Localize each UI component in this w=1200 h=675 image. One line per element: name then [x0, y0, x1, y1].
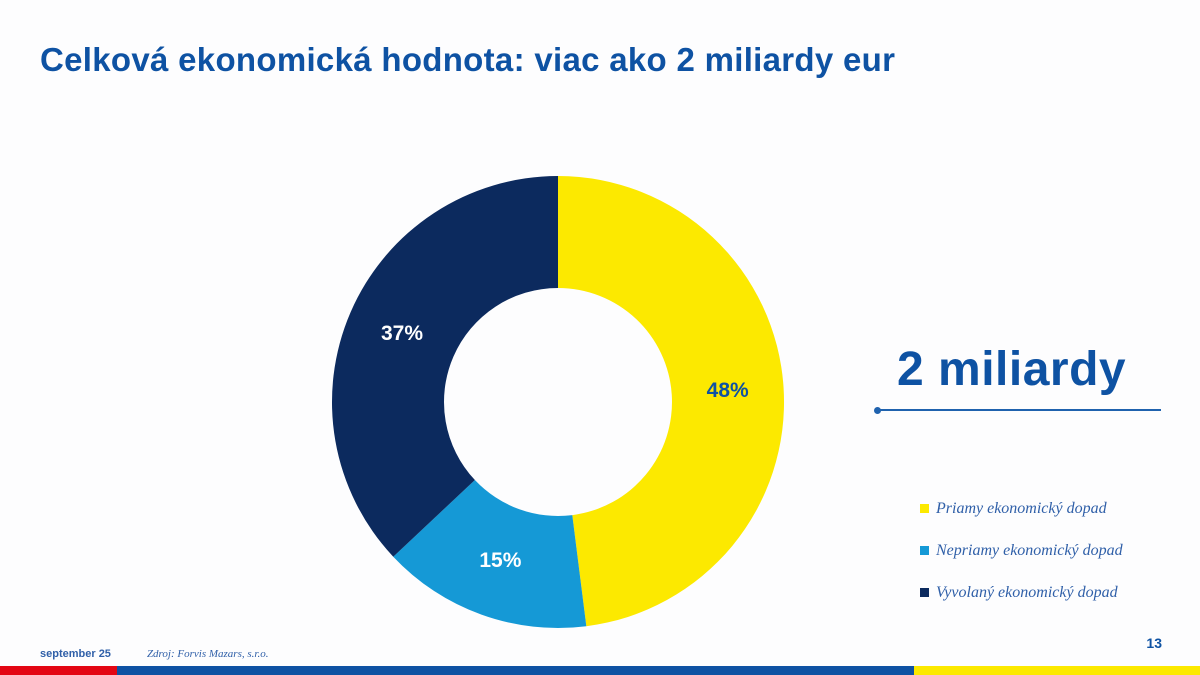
svg-text:15%: 15% — [479, 549, 521, 572]
svg-text:37%: 37% — [381, 322, 423, 345]
svg-text:48%: 48% — [707, 379, 749, 402]
